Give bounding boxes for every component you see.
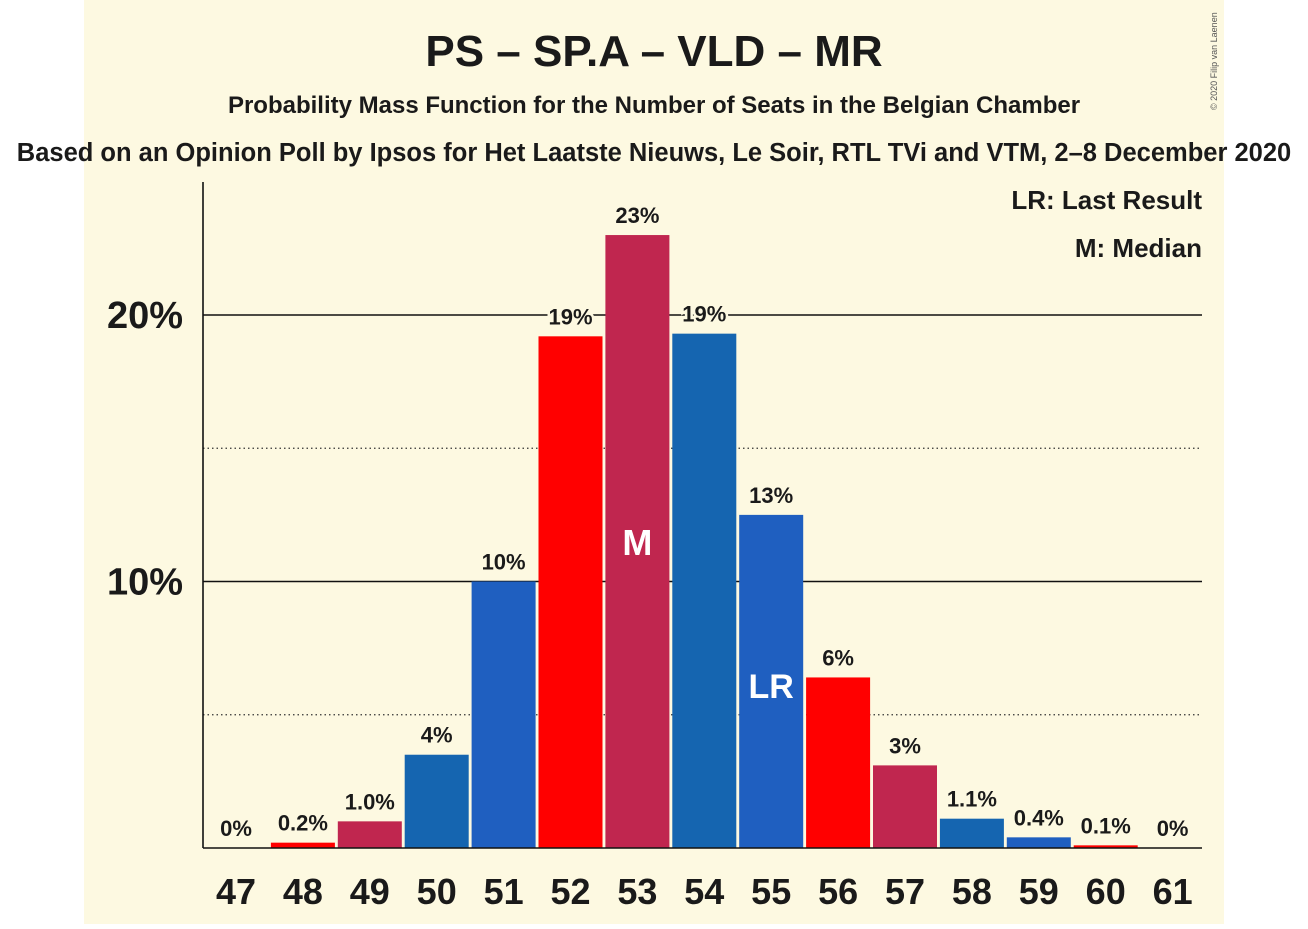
x-tick-label: 55 xyxy=(751,871,791,912)
y-tick-label: 10% xyxy=(107,562,183,604)
x-tick-label: 59 xyxy=(1019,871,1059,912)
data-label-59: 0.4% xyxy=(1014,805,1064,830)
data-label-58: 1.1% xyxy=(947,787,997,812)
x-tick-label: 48 xyxy=(283,871,323,912)
y-tick-label: 20% xyxy=(107,295,183,337)
data-labels: 0% 0.2% 1.0% 4% 10% 19% 23% 19% 13% 6% 3% 1.1% 0.4% 0… xyxy=(218,201,1191,844)
data-label-60: 0.1% xyxy=(1081,813,1131,838)
copyright-note: © 2020 Filip van Laenen xyxy=(1209,12,1219,110)
bar-55 xyxy=(739,514,804,848)
bars xyxy=(270,235,1138,849)
data-label-54: 19% xyxy=(682,302,726,327)
bar-58 xyxy=(939,818,1004,848)
bar-50 xyxy=(404,754,469,848)
data-label-50: 4% xyxy=(421,723,453,748)
data-label-52: 19% xyxy=(548,304,592,329)
x-tick-label: 58 xyxy=(952,871,992,912)
x-tick-label: 54 xyxy=(684,871,724,912)
bar-56 xyxy=(806,677,871,848)
bar-54 xyxy=(672,333,737,848)
median-marker: M xyxy=(622,522,652,563)
x-tick-label: 50 xyxy=(417,871,457,912)
x-tick-label: 51 xyxy=(484,871,524,912)
chart-title: PS – SP.A – VLD – MR xyxy=(425,27,882,76)
bar-59 xyxy=(1006,837,1071,848)
data-label-51: 10% xyxy=(482,550,526,575)
x-tick-label: 57 xyxy=(885,871,925,912)
data-label-53: 23% xyxy=(615,203,659,228)
x-tick-label: 47 xyxy=(216,871,256,912)
legend-median: M: Median xyxy=(1075,233,1202,263)
legend-last-result: LR: Last Result xyxy=(1011,185,1202,215)
x-tick-label: 61 xyxy=(1153,871,1193,912)
x-tick-label: 60 xyxy=(1086,871,1126,912)
data-label-55: 13% xyxy=(749,483,793,508)
data-label-56: 6% xyxy=(822,645,854,670)
bar-51 xyxy=(471,581,536,848)
bar-53 xyxy=(605,235,670,849)
bar-60 xyxy=(1073,845,1138,848)
chart-subtitle: Probability Mass Function for the Number… xyxy=(228,92,1080,119)
x-tick-label: 56 xyxy=(818,871,858,912)
x-tick-label: 52 xyxy=(550,871,590,912)
x-tick-label: 49 xyxy=(350,871,390,912)
chart-source-line: Based on an Opinion Poll by Ipsos for He… xyxy=(17,139,1291,167)
bar-57 xyxy=(873,765,937,848)
bar-52 xyxy=(538,336,603,848)
bar-49 xyxy=(337,821,402,848)
data-label-49: 1.0% xyxy=(345,789,395,814)
data-label-48: 0.2% xyxy=(278,811,328,836)
bar-48 xyxy=(270,842,335,848)
axes: 10% 20% 47 48 49 50 51 52 53 54 55 56 57 58 59 60 61 xyxy=(107,182,1202,912)
data-label-47: 0% xyxy=(220,816,252,841)
last-result-marker: LR xyxy=(749,668,794,706)
data-label-61: 0% xyxy=(1157,816,1189,841)
markers: M LR xyxy=(622,522,793,706)
data-label-57: 3% xyxy=(889,733,921,758)
x-tick-label: 53 xyxy=(617,871,657,912)
